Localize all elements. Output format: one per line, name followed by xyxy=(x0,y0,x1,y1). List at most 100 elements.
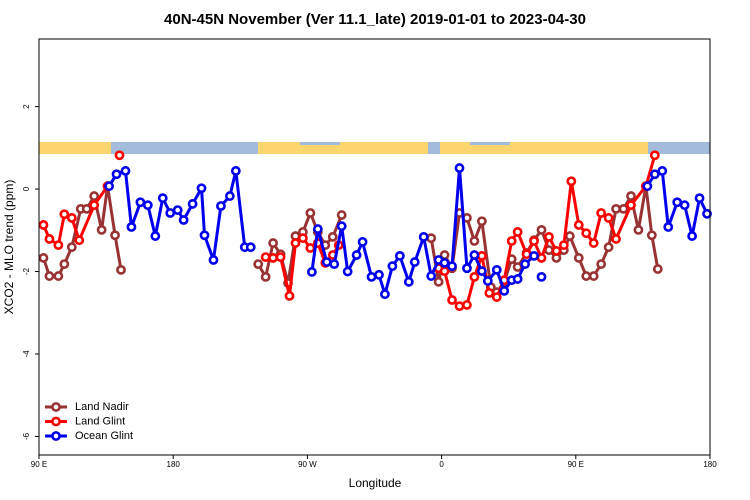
data-point xyxy=(142,200,153,211)
data-point xyxy=(120,166,131,176)
data-point xyxy=(672,197,683,208)
data-point xyxy=(491,292,502,302)
data-point xyxy=(89,200,100,211)
data-point xyxy=(336,210,347,220)
data-point xyxy=(126,222,137,232)
legend-label: Land Glint xyxy=(75,415,125,427)
x-tick-label: 90 W xyxy=(298,460,317,469)
plot-frame xyxy=(38,38,711,456)
data-point xyxy=(268,253,279,263)
data-point xyxy=(409,257,420,267)
data-point xyxy=(260,252,271,263)
data-point xyxy=(116,264,126,275)
data-point xyxy=(633,224,644,235)
data-point xyxy=(687,231,698,241)
data-point xyxy=(111,169,122,180)
x-tick-label: 90 E xyxy=(568,460,584,469)
series-line xyxy=(107,169,251,262)
data-point xyxy=(387,261,398,272)
legend-label: Land Nadir xyxy=(75,401,129,413)
data-point xyxy=(298,233,308,244)
data-point xyxy=(268,238,279,248)
data-point xyxy=(44,234,55,244)
data-point xyxy=(178,215,189,225)
data-point xyxy=(649,169,660,180)
x-tick-label: 90 E xyxy=(31,460,47,469)
data-point xyxy=(484,288,495,298)
data-point xyxy=(114,150,125,161)
data-point xyxy=(403,276,414,287)
data-point xyxy=(462,263,472,274)
data-point xyxy=(110,230,120,241)
data-point xyxy=(329,259,340,270)
data-point xyxy=(588,238,599,248)
data-point xyxy=(447,261,457,272)
data-point xyxy=(433,276,444,287)
data-point xyxy=(536,224,547,235)
data-point xyxy=(512,274,523,284)
x-tick-label: 180 xyxy=(703,460,717,469)
data-point xyxy=(66,213,77,223)
data-point xyxy=(499,286,510,296)
data-point xyxy=(702,208,712,219)
data-point xyxy=(447,295,457,305)
data-point xyxy=(573,220,584,230)
data-point xyxy=(321,257,332,267)
data-point xyxy=(588,271,599,281)
data-point xyxy=(165,208,176,218)
data-point xyxy=(520,259,531,270)
data-point xyxy=(135,197,146,208)
data-point xyxy=(351,250,362,260)
data-point xyxy=(663,222,674,232)
data-point xyxy=(618,203,629,214)
data-point xyxy=(476,216,487,227)
data-point xyxy=(253,259,264,270)
data-point xyxy=(187,199,198,209)
data-point xyxy=(245,242,256,253)
data-point xyxy=(564,231,575,241)
data-point xyxy=(89,191,100,201)
data-point xyxy=(342,266,353,277)
data-point xyxy=(38,220,49,230)
data-point xyxy=(694,193,705,204)
data-point xyxy=(59,209,70,220)
data-point xyxy=(305,208,316,218)
x-tick-label: 180 xyxy=(167,460,181,469)
x-axis-label: Longitude xyxy=(349,476,402,490)
data-point xyxy=(551,246,562,256)
y-tick-label: 2 xyxy=(22,104,31,109)
data-point xyxy=(506,236,517,246)
data-point xyxy=(104,181,114,192)
data-point xyxy=(312,224,323,234)
data-point xyxy=(199,230,210,241)
data-point xyxy=(53,271,64,281)
data-point xyxy=(38,253,49,263)
data-point xyxy=(284,290,295,301)
data-point xyxy=(150,231,161,241)
data-point xyxy=(512,262,523,272)
data-point xyxy=(679,200,690,211)
data-point xyxy=(642,181,653,192)
data-point xyxy=(357,236,368,247)
data-point xyxy=(394,250,405,261)
data-point xyxy=(172,205,183,216)
data-point xyxy=(581,228,592,239)
data-point xyxy=(44,271,55,281)
data-point xyxy=(476,250,487,261)
chart-title: 40N-45N November (Ver 11.1_late) 2019-01… xyxy=(164,11,586,28)
data-point xyxy=(596,208,607,218)
data-point xyxy=(529,236,539,246)
data-point xyxy=(521,249,532,260)
data-point xyxy=(305,243,316,253)
data-point xyxy=(611,234,621,244)
data-point xyxy=(439,257,450,268)
data-point xyxy=(536,271,547,282)
data-point xyxy=(657,166,668,176)
data-point xyxy=(327,231,338,242)
y-tick-label: -4 xyxy=(22,350,31,358)
data-point xyxy=(374,269,384,280)
data-point xyxy=(157,193,168,204)
land-mask-strip xyxy=(39,142,710,154)
data-point xyxy=(626,200,636,211)
